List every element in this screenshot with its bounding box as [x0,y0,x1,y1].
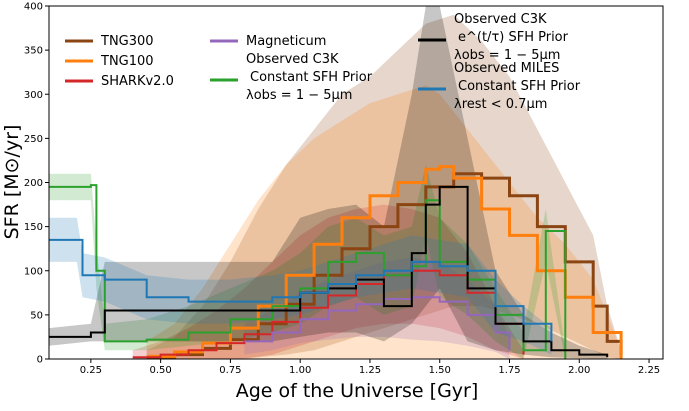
band-0 [146,14,622,360]
legend-label: Observed MILES [454,61,559,76]
legend-label: TNG100 [100,54,154,69]
y-tick-label: 0 [37,355,43,366]
legend-label: SHARKv2.0 [101,74,174,89]
x-axis-title: Age of the Universe [Gyr] [236,380,479,402]
y-tick-label: 200 [24,178,43,189]
y-tick-label: 50 [30,310,43,321]
legend-label-line2: e^(t/τ) SFH Prior [458,30,569,45]
x-tick-label: 2.00 [568,365,590,376]
legend-label-line3: λrest < 0.7μm [454,97,547,112]
x-tick-label: 0.50 [150,365,172,376]
x-tick-label: 1.00 [289,365,311,376]
y-tick-label: 250 [24,134,43,145]
legend: TNG300 TNG100 SHARKv2.0 Magneticum Observed … [65,12,581,112]
y-tick-label: 350 [24,46,43,57]
x-tick-label: 0.75 [219,365,241,376]
y-tick-label: 150 [24,222,43,233]
x-tick-label: 1.50 [429,365,451,376]
x-tick-label: 0.25 [80,365,102,376]
y-tick-label: 400 [24,2,43,13]
y-axis-title: SFR [M⊙/yr] [1,125,23,240]
legend-label-line3: λobs = 1 − 5μm [454,48,560,63]
legend-label: Observed C3K [246,52,339,67]
y-tick-label: 300 [24,90,43,101]
legend-label-line2: Constant SFH Prior [458,79,581,94]
band-3 [244,257,510,359]
legend-label-line2: Constant SFH Prior [250,70,373,85]
legend-label: Observed C3K [454,12,547,27]
y-ticks: 0 50 100 150 200 250 300 350 400 [24,2,49,366]
x-tick-label: 2.25 [638,365,660,376]
x-tick-label: 1.25 [359,365,381,376]
legend-label: TNG300 [100,34,154,49]
x-tick-label: 1.75 [498,365,520,376]
y-tick-label: 100 [24,266,43,277]
series-lines [49,165,623,359]
series-line-5 [49,185,609,358]
band-1 [146,85,622,360]
x-ticks: 0.25 0.50 0.75 1.00 1.25 1.50 1.75 2.00 2.25 [80,359,660,376]
legend-label: Magneticum [246,34,326,49]
series-line-6 [49,238,553,342]
legend-label-line3: λobs = 1 − 5μm [246,88,352,103]
